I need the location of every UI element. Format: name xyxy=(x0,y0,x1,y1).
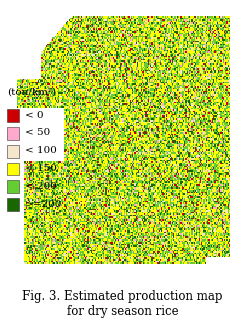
FancyBboxPatch shape xyxy=(7,163,19,175)
Text: >=200: >=200 xyxy=(25,200,62,209)
FancyBboxPatch shape xyxy=(7,127,19,140)
Text: < 50: < 50 xyxy=(25,128,50,137)
Text: (ton/km²): (ton/km²) xyxy=(7,87,56,96)
Text: < 200: < 200 xyxy=(25,182,57,191)
Text: < 150: < 150 xyxy=(25,164,57,173)
FancyBboxPatch shape xyxy=(7,145,19,158)
FancyBboxPatch shape xyxy=(7,180,19,193)
FancyBboxPatch shape xyxy=(7,109,19,122)
Text: Fig. 3. Estimated production map
for dry season rice: Fig. 3. Estimated production map for dry… xyxy=(22,290,223,318)
Text: < 100: < 100 xyxy=(25,146,57,155)
FancyBboxPatch shape xyxy=(7,198,19,211)
Text: < 0: < 0 xyxy=(25,111,44,119)
